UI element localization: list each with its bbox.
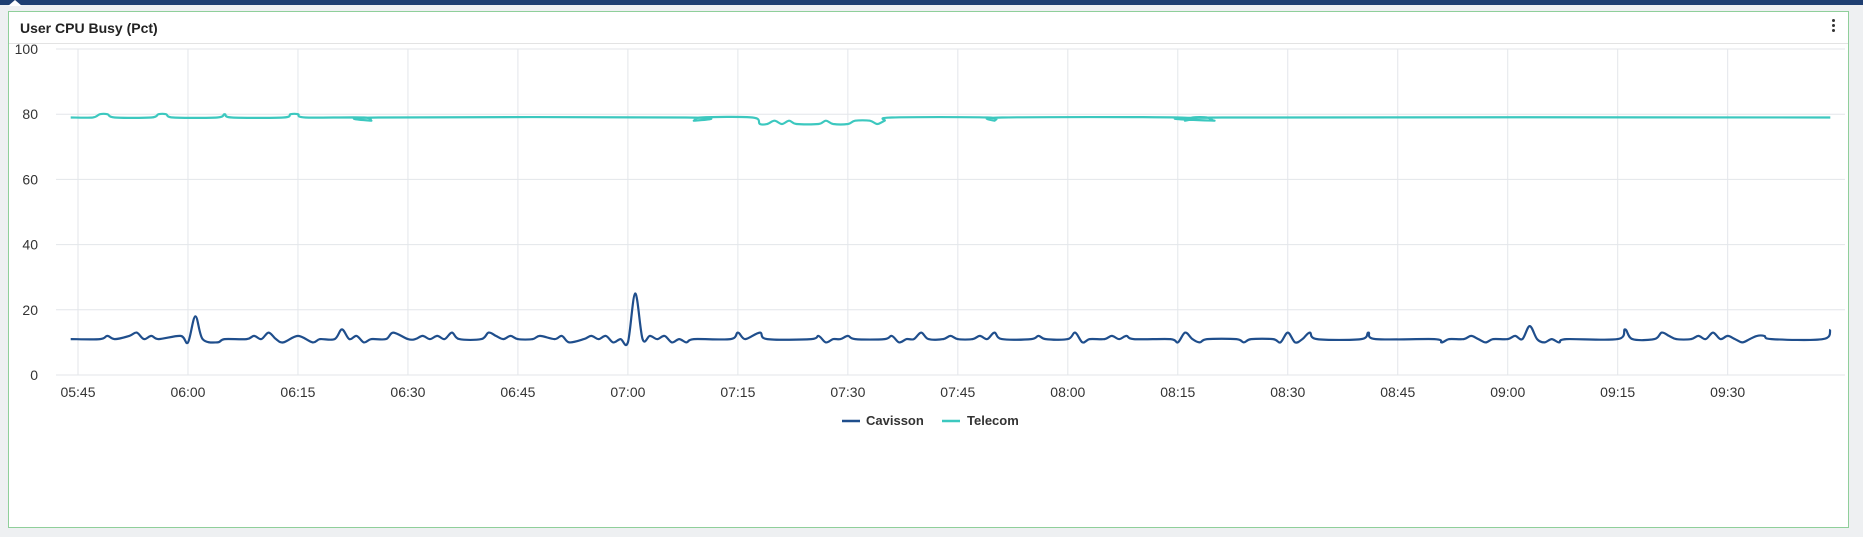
- series-line-cavisson: [70, 292, 1832, 347]
- y-tick-label: 40: [22, 237, 38, 253]
- x-tick-label: 09:00: [1490, 384, 1525, 400]
- x-tick-label: 09:30: [1710, 384, 1745, 400]
- series-lines: [70, 112, 1832, 347]
- line-chart: 0 20 40 60 80 100 05:45 06:00 06:15 06:30 06:45 07…: [15, 41, 1845, 428]
- kebab-vertical-icon[interactable]: [1828, 17, 1838, 35]
- top-nav-bar: [0, 0, 1863, 5]
- x-tick-label: 06:15: [280, 384, 315, 400]
- legend-item-cavisson[interactable]: Cavisson: [842, 413, 924, 428]
- x-tick-label: 06:45: [500, 384, 535, 400]
- x-tick-label: 07:00: [610, 384, 645, 400]
- legend-label: Cavisson: [866, 413, 924, 428]
- x-tick-label: 06:30: [390, 384, 425, 400]
- x-tick-label: 05:45: [60, 384, 95, 400]
- x-tick-label: 07:45: [940, 384, 975, 400]
- x-tick-label: 08:30: [1270, 384, 1305, 400]
- x-tick-label: 08:45: [1380, 384, 1415, 400]
- legend-item-telecom[interactable]: Telecom: [942, 413, 1019, 428]
- active-tab-indicator: [8, 0, 22, 6]
- chart-panel: User CPU Busy (Pct) 0 20 40 60 80 100 05:45 06…: [8, 11, 1849, 528]
- y-gridlines: [56, 48, 1845, 376]
- y-axis-ticks: 0 20 40 60 80 100: [15, 41, 39, 383]
- y-tick-label: 0: [30, 367, 38, 383]
- legend-label: Telecom: [967, 413, 1019, 428]
- panel-header: User CPU Busy (Pct): [9, 12, 1848, 44]
- y-tick-label: 100: [15, 41, 39, 57]
- x-tick-label: 07:15: [720, 384, 755, 400]
- x-gridlines: [77, 49, 1729, 375]
- x-tick-label: 09:15: [1600, 384, 1635, 400]
- legend: Cavisson Telecom: [842, 413, 1019, 428]
- y-tick-label: 80: [22, 106, 38, 122]
- x-axis-ticks: 05:45 06:00 06:15 06:30 06:45 07:00 07:15 07:30…: [60, 384, 1745, 400]
- series-line-telecom: [70, 112, 1831, 126]
- x-tick-label: 06:00: [170, 384, 205, 400]
- y-tick-label: 60: [22, 171, 38, 187]
- x-tick-label: 08:00: [1050, 384, 1085, 400]
- panel-title: User CPU Busy (Pct): [20, 20, 158, 36]
- y-tick-label: 20: [22, 302, 38, 318]
- x-tick-label: 08:15: [1160, 384, 1195, 400]
- x-tick-label: 07:30: [830, 384, 865, 400]
